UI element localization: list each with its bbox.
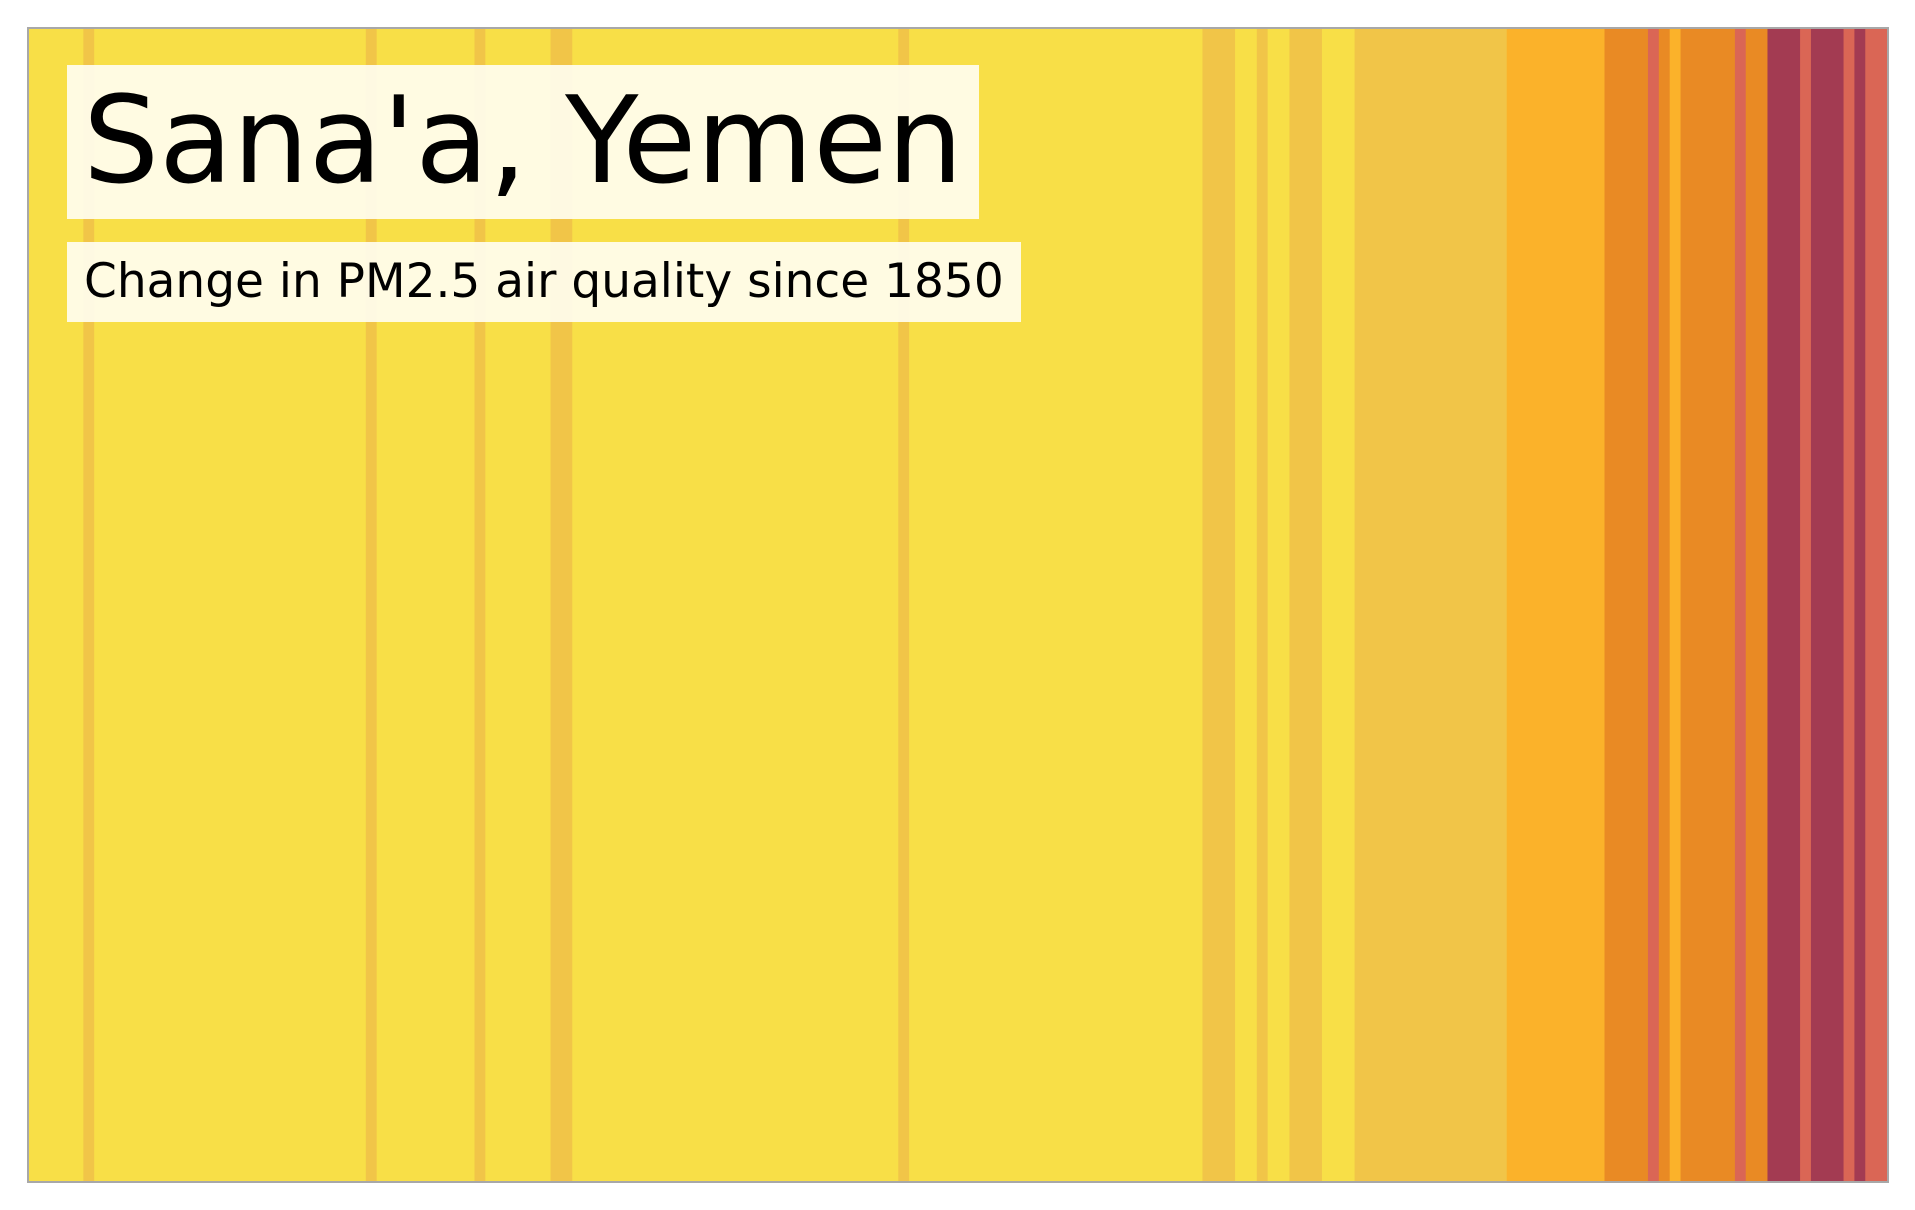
chart-frame: Sana'a, Yemen Change in PM2.5 air qualit… — [27, 27, 1889, 1183]
stripe-2007 — [1734, 29, 1747, 1181]
stripe-2010 — [1767, 29, 1801, 1181]
stripe-1900 — [572, 29, 899, 1181]
stripe-1882 — [376, 29, 476, 1181]
stripe-1958 — [1202, 29, 1236, 1181]
stripe-1892 — [485, 29, 552, 1181]
stripe-1972 — [1354, 29, 1508, 1181]
stripe-2000 — [1658, 29, 1671, 1181]
stripe-1850 — [29, 29, 84, 1181]
stripe-1995 — [1604, 29, 1649, 1181]
stripe-2013 — [1800, 29, 1812, 1181]
stripe-1891 — [474, 29, 486, 1181]
stripe-1931 — [909, 29, 1204, 1181]
stripe-1986 — [1506, 29, 1606, 1181]
stripe-2001 — [1669, 29, 1682, 1181]
stripe-2019 — [1865, 29, 1887, 1181]
chart-subtitle: Change in PM2.5 air quality since 1850 — [67, 242, 1021, 322]
stripe-1855 — [83, 29, 95, 1181]
stripe-2014 — [1810, 29, 1845, 1181]
stripe-2018 — [1854, 29, 1866, 1181]
stripe-1964 — [1267, 29, 1290, 1181]
stripe-1963 — [1256, 29, 1269, 1181]
stripe-2002 — [1680, 29, 1736, 1181]
stripe-1966 — [1289, 29, 1323, 1181]
stripe-1881 — [365, 29, 378, 1181]
stripe-1999 — [1647, 29, 1660, 1181]
stripe-1961 — [1235, 29, 1258, 1181]
stripe-2008 — [1745, 29, 1769, 1181]
stripe-1856 — [94, 29, 367, 1181]
stripe-1930 — [898, 29, 910, 1181]
stripe-1969 — [1321, 29, 1356, 1181]
stripe-2017 — [1843, 29, 1856, 1181]
warming-stripes — [29, 29, 1887, 1181]
chart-title: Sana'a, Yemen — [67, 65, 980, 219]
